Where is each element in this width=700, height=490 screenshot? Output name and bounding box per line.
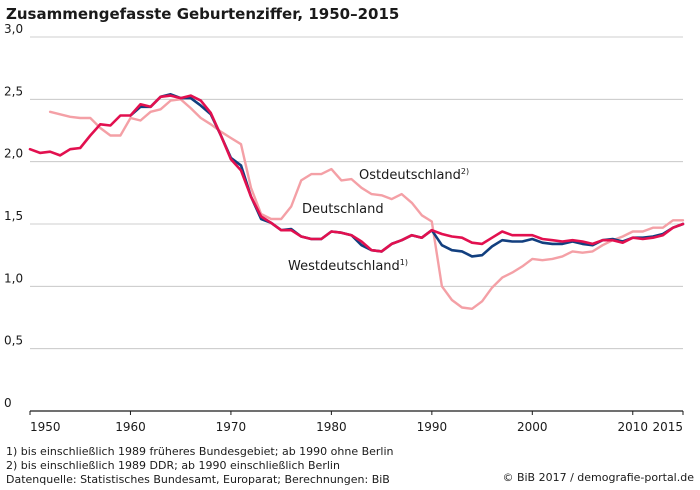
x-tick-label: 2015 bbox=[652, 420, 683, 434]
x-tick-label: 1980 bbox=[316, 420, 347, 434]
x-tick-label: 1990 bbox=[417, 420, 448, 434]
label-deutschland: Deutschland bbox=[302, 202, 384, 217]
y-tick-label: 2,5 bbox=[4, 84, 23, 98]
series-westdeutschland bbox=[28, 94, 685, 253]
footnote-2: 2) bis einschließlich 1989 DDR; ab 1990 … bbox=[6, 459, 340, 472]
y-tick-label: 0,5 bbox=[4, 334, 23, 348]
source-note: Datenquelle: Statistisches Bundesamt, Eu… bbox=[6, 473, 390, 486]
series-lines bbox=[28, 93, 685, 310]
x-tick-label: 1970 bbox=[216, 420, 247, 434]
chart-title: Zusammengefasste Geburtenziffer, 1950–20… bbox=[6, 5, 399, 23]
y-tick-label: 1,5 bbox=[4, 209, 23, 223]
y-axis: 0 0,5 1,0 1,5 2,0 2,5 3,0 bbox=[4, 22, 23, 410]
x-tick-label: 1950 bbox=[30, 420, 61, 434]
grid bbox=[30, 36, 683, 412]
series-ostdeutschland bbox=[48, 98, 685, 310]
label-ostdeutschland: Ostdeutschland2) bbox=[359, 167, 469, 183]
footnote-1: 1) bis einschließlich 1989 früheres Bund… bbox=[6, 445, 394, 458]
x-tick-label: 2010 bbox=[617, 420, 648, 434]
x-tick-label: 1960 bbox=[115, 420, 146, 434]
credit: © BiB 2017 / demografie-portal.de bbox=[502, 471, 694, 484]
y-tick-label: 3,0 bbox=[4, 22, 23, 36]
x-axis: 1950 1960 1970 1980 1990 2000 2010 2015 bbox=[29, 411, 684, 434]
x-tick-label: 2000 bbox=[517, 420, 548, 434]
y-tick-label: 1,0 bbox=[4, 271, 23, 285]
y-tick-label: 2,0 bbox=[4, 147, 23, 161]
y-tick-label: 0 bbox=[4, 396, 12, 410]
label-westdeutschland: Westdeutschland1) bbox=[288, 258, 408, 274]
